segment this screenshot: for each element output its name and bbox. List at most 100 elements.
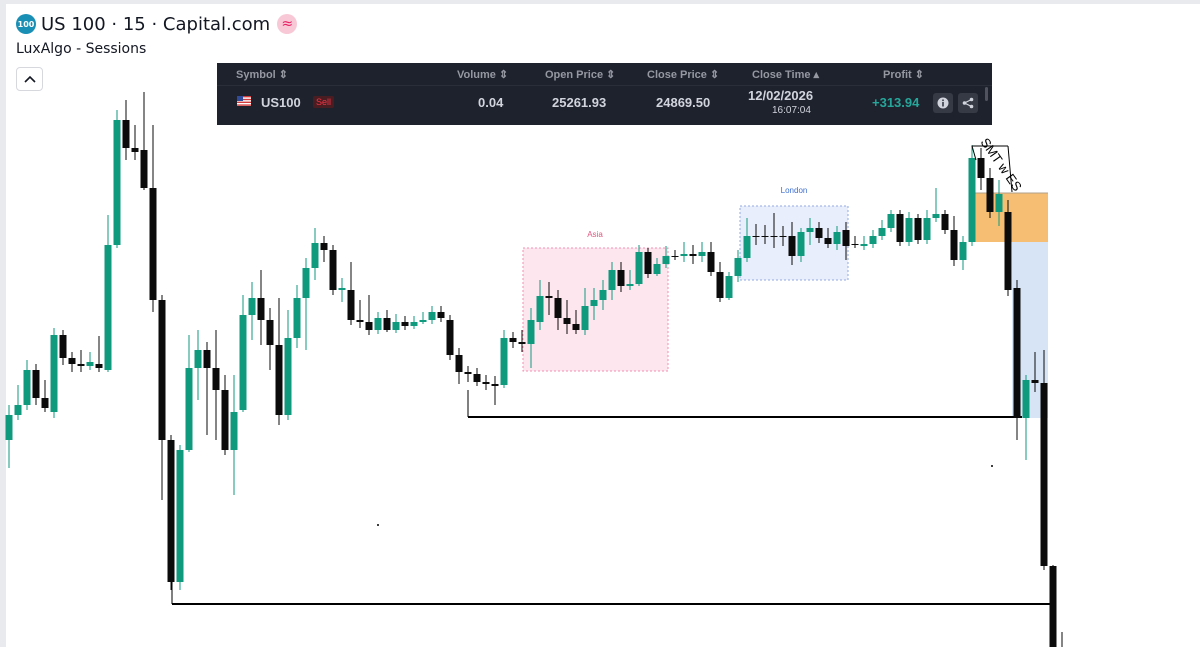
bullish-candle: [743, 236, 751, 258]
bearish-candle: [32, 370, 40, 398]
symbol-logo[interactable]: 100: [16, 14, 36, 34]
bullish-candle: [932, 214, 940, 218]
bearish-candle: [491, 384, 499, 386]
bullish-candle: [662, 256, 670, 264]
bullish-candle: [23, 370, 31, 405]
share-button[interactable]: [958, 93, 978, 113]
bearish-candle: [788, 236, 796, 256]
bearish-candle: [149, 188, 157, 300]
bearish-candle: [914, 218, 922, 240]
bearish-candle: [329, 250, 337, 290]
bullish-candle: [86, 362, 94, 366]
bearish-candle: [320, 243, 328, 250]
panel-scrollbar[interactable]: [985, 87, 988, 101]
trade-close-clock: 16:07:04: [772, 105, 811, 116]
bearish-candle: [473, 374, 481, 382]
bearish-candle: [203, 350, 211, 368]
chevron-up-icon: [23, 75, 36, 83]
bullish-candle: [590, 300, 598, 306]
bearish-candle: [275, 345, 283, 415]
bearish-candle: [644, 252, 652, 274]
bearish-candle: [824, 238, 832, 244]
bearish-candle: [752, 236, 760, 237]
bullish-candle: [635, 252, 643, 284]
bullish-candle: [887, 214, 895, 228]
bullish-candle: [185, 368, 193, 450]
bullish-candle: [581, 306, 589, 330]
symbol-title[interactable]: US 100 · 15 · Capital.com: [41, 13, 271, 35]
bearish-candle: [779, 236, 787, 237]
bullish-candle: [374, 318, 382, 330]
trade-close-date: 12/02/2026: [748, 88, 814, 103]
column-header-close-time[interactable]: Close Time ▴: [752, 69, 820, 81]
bullish-candle: [113, 120, 121, 245]
bearish-candle: [545, 296, 553, 298]
bearish-candle: [221, 390, 229, 450]
bearish-candle: [572, 324, 580, 330]
indicator-name[interactable]: LuxAlgo - Sessions: [16, 41, 147, 57]
top-border: [0, 0, 1200, 4]
bullish-candle: [239, 315, 247, 410]
bearish-candle: [482, 382, 490, 384]
bullish-candle: [194, 350, 202, 368]
bearish-candle: [689, 254, 697, 256]
bullish-candle: [104, 245, 112, 370]
column-header-volume[interactable]: Volume ⇕: [457, 69, 509, 81]
panel-divider: [217, 85, 992, 86]
trade-volume: 0.04: [478, 95, 504, 110]
bearish-candle: [77, 364, 85, 366]
bearish-candle: [896, 214, 904, 242]
bullish-candle: [392, 322, 400, 330]
bearish-candle: [212, 368, 220, 390]
london-session-label: London: [781, 186, 808, 195]
bullish-candle: [1022, 380, 1030, 418]
trade-side-badge: Sell: [313, 96, 335, 108]
bearish-candle: [563, 318, 571, 324]
bearish-candle: [1049, 566, 1057, 647]
bearish-candle: [554, 298, 562, 318]
column-header-close-price[interactable]: Close Price ⇕: [647, 69, 720, 81]
bearish-candle: [509, 338, 517, 342]
bullish-candle: [293, 298, 301, 338]
bearish-candle: [707, 252, 715, 272]
market-status-icon[interactable]: ≈: [277, 14, 298, 34]
bearish-candle: [671, 256, 679, 257]
bullish-candle: [248, 298, 256, 315]
trade-open-price: 25261.93: [552, 95, 607, 110]
us-flag-icon: [237, 96, 251, 106]
bearish-candle: [1031, 380, 1039, 383]
bearish-candle: [68, 358, 76, 364]
bearish-candle: [617, 270, 625, 286]
column-header-open-price[interactable]: Open Price ⇕: [545, 69, 616, 81]
column-header-profit[interactable]: Profit ⇕: [883, 69, 925, 81]
bearish-candle: [1004, 212, 1012, 290]
bullish-candle: [734, 258, 742, 276]
asia-session-label: Asia: [587, 230, 603, 239]
bullish-candle: [806, 228, 814, 232]
bearish-candle: [365, 322, 373, 330]
bearish-candle: [851, 244, 859, 245]
bearish-candle: [1040, 383, 1048, 566]
bullish-candle: [923, 218, 931, 240]
trade-history-panel: Symbol ⇕ Volume ⇕ Open Price ⇕ Close Pri…: [217, 63, 992, 125]
bullish-candle: [653, 264, 661, 274]
bullish-candle: [680, 254, 688, 256]
collapse-button[interactable]: [16, 67, 43, 91]
info-button[interactable]: [933, 93, 953, 113]
bearish-candle: [437, 312, 445, 318]
bullish-candle: [698, 252, 706, 256]
smt-line: [971, 145, 977, 161]
bearish-candle: [455, 355, 463, 372]
bearish-candle: [716, 272, 724, 298]
info-icon: [937, 97, 949, 109]
bearish-candle: [401, 322, 409, 326]
bearish-candle: [122, 120, 130, 148]
bullish-candle: [833, 232, 841, 244]
bullish-candle: [869, 236, 877, 244]
share-icon: [962, 97, 974, 109]
smt-line: [1007, 145, 1013, 193]
bearish-candle: [977, 158, 985, 178]
column-header-symbol[interactable]: Symbol ⇕: [236, 69, 289, 81]
bullish-candle: [338, 288, 346, 290]
